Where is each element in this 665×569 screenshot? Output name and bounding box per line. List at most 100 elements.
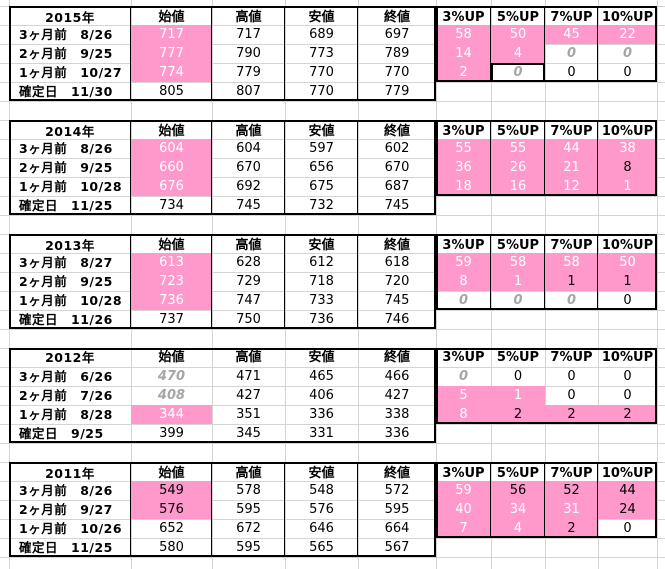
cell-close[interactable]: 779 <box>384 84 410 99</box>
cell-close[interactable]: 466 <box>384 369 410 384</box>
cell-high[interactable]: 595 <box>236 540 261 555</box>
cell-close[interactable]: 427 <box>384 388 410 403</box>
header-open[interactable]: 始値 <box>158 466 185 481</box>
cell-open[interactable]: 399 <box>159 426 184 441</box>
cell-low[interactable]: 548 <box>309 483 334 498</box>
cell-5up[interactable]: 2 <box>491 405 545 424</box>
cell-10up[interactable]: 38 <box>598 139 657 158</box>
header-7up[interactable]: 7%UP <box>550 466 593 481</box>
header-high[interactable]: 高値 <box>235 238 262 253</box>
cell-high[interactable]: 747 <box>236 293 261 308</box>
header-10up[interactable]: 10%UP <box>601 238 654 253</box>
header-open[interactable]: 始値 <box>158 10 185 25</box>
cell-open[interactable]: 549 <box>131 481 212 500</box>
header-close[interactable]: 終値 <box>383 124 410 139</box>
cell-high[interactable]: 807 <box>236 84 261 99</box>
row-label[interactable]: 確定日 11/25 <box>19 540 113 555</box>
cell-low[interactable]: 689 <box>309 27 334 42</box>
year-label[interactable]: 2014年 <box>45 124 95 139</box>
cell-open[interactable]: 576 <box>131 500 212 519</box>
cell-close[interactable]: 572 <box>384 483 410 498</box>
header-low[interactable]: 安値 <box>308 238 335 253</box>
header-open[interactable]: 始値 <box>158 124 185 139</box>
cell-high[interactable]: 351 <box>236 407 261 422</box>
header-5up[interactable]: 5%UP <box>496 124 540 139</box>
row-label[interactable]: 3ヶ月前 8/27 <box>19 255 113 270</box>
header-high[interactable]: 高値 <box>235 10 262 25</box>
cell-10up[interactable]: 0 <box>623 65 632 80</box>
row-label[interactable]: 1ヶ月前 10/28 <box>19 293 123 308</box>
cell-high[interactable]: 790 <box>236 46 261 61</box>
cell-close[interactable]: 697 <box>384 27 410 42</box>
cell-low[interactable]: 732 <box>309 198 334 213</box>
cell-high[interactable]: 670 <box>236 160 261 175</box>
cell-10up[interactable]: 50 <box>598 253 657 272</box>
cell-close[interactable]: 602 <box>384 141 410 156</box>
cell-open[interactable]: 723 <box>131 272 212 291</box>
cell-10up[interactable]: 0 <box>622 46 633 61</box>
header-7up[interactable]: 7%UP <box>550 238 593 253</box>
cell-5up[interactable]: 0 <box>491 63 545 82</box>
header-5up[interactable]: 5%UP <box>496 238 540 253</box>
header-10up[interactable]: 10%UP <box>601 466 654 481</box>
cell-10up[interactable]: 1 <box>598 272 657 291</box>
cell-3up[interactable]: 5 <box>436 386 491 405</box>
header-low[interactable]: 安値 <box>308 466 335 481</box>
header-3up[interactable]: 3%UP <box>442 124 485 139</box>
cell-10up[interactable]: 0 <box>623 388 632 403</box>
cell-3up[interactable]: 18 <box>436 177 491 196</box>
cell-close[interactable]: 336 <box>384 426 410 441</box>
row-label[interactable]: 2ヶ月前 9/25 <box>19 46 113 61</box>
cell-3up[interactable]: 59 <box>436 481 491 500</box>
header-close[interactable]: 終値 <box>383 10 410 25</box>
cell-5up[interactable]: 58 <box>491 253 545 272</box>
cell-open[interactable]: 660 <box>131 158 212 177</box>
header-3up[interactable]: 3%UP <box>442 10 485 25</box>
cell-high[interactable]: 717 <box>236 27 261 42</box>
cell-7up[interactable]: 52 <box>545 481 598 500</box>
cell-high[interactable]: 578 <box>236 483 261 498</box>
cell-5up[interactable]: 4 <box>491 519 545 538</box>
cell-7up[interactable]: 1 <box>545 272 598 291</box>
cell-7up[interactable]: 45 <box>545 25 598 44</box>
year-label[interactable]: 2012年 <box>45 350 95 365</box>
header-3up[interactable]: 3%UP <box>442 466 485 481</box>
cell-10up[interactable]: 0 <box>623 293 632 308</box>
cell-high[interactable]: 595 <box>236 502 261 517</box>
cell-7up[interactable]: 0 <box>567 65 576 80</box>
cell-low[interactable]: 331 <box>309 426 334 441</box>
cell-close[interactable]: 789 <box>384 46 410 61</box>
header-3up[interactable]: 3%UP <box>442 350 485 365</box>
header-open[interactable]: 始値 <box>158 350 185 365</box>
cell-open[interactable]: 805 <box>159 84 184 99</box>
cell-3up[interactable]: 8 <box>436 272 491 291</box>
cell-low[interactable]: 675 <box>309 179 334 194</box>
cell-high[interactable]: 745 <box>236 198 261 213</box>
header-10up[interactable]: 10%UP <box>601 10 654 25</box>
row-label[interactable]: 1ヶ月前 10/28 <box>19 179 123 194</box>
row-label[interactable]: 3ヶ月前 8/26 <box>19 27 113 42</box>
row-label[interactable]: 確定日 11/25 <box>19 198 113 213</box>
cell-close[interactable]: 670 <box>384 160 410 175</box>
header-close[interactable]: 終値 <box>383 466 410 481</box>
cell-open[interactable]: 652 <box>159 521 184 536</box>
year-label[interactable]: 2013年 <box>45 238 95 253</box>
header-close[interactable]: 終値 <box>383 350 410 365</box>
header-low[interactable]: 安値 <box>308 124 335 139</box>
year-label[interactable]: 2015年 <box>45 10 95 25</box>
header-7up[interactable]: 7%UP <box>550 350 593 365</box>
cell-open[interactable]: 774 <box>131 63 212 82</box>
cell-low[interactable]: 656 <box>309 160 334 175</box>
cell-7up[interactable]: 31 <box>545 500 598 519</box>
cell-open[interactable]: 777 <box>131 44 212 63</box>
cell-10up[interactable]: 0 <box>623 369 632 384</box>
cell-close[interactable]: 720 <box>384 274 410 289</box>
row-label[interactable]: 確定日 11/26 <box>19 312 113 327</box>
cell-open[interactable]: 736 <box>131 291 212 310</box>
cell-low[interactable]: 565 <box>309 540 334 555</box>
row-label[interactable]: 2ヶ月前 9/25 <box>19 274 113 289</box>
cell-high[interactable]: 729 <box>236 274 261 289</box>
cell-3up[interactable]: 58 <box>436 25 491 44</box>
cell-5up[interactable]: 55 <box>491 139 545 158</box>
cell-5up[interactable]: 56 <box>491 481 545 500</box>
